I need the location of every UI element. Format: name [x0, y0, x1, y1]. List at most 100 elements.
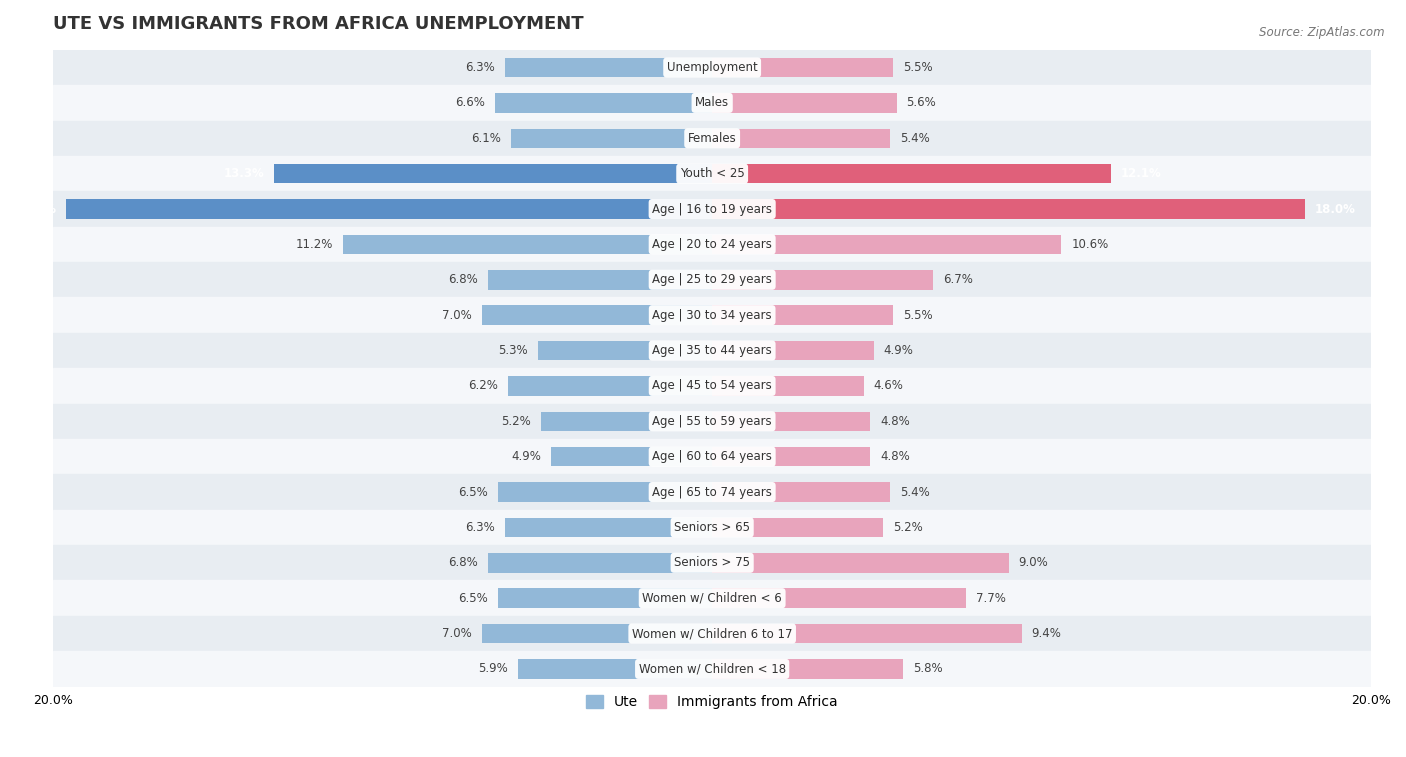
Text: 7.7%: 7.7% — [976, 592, 1005, 605]
Bar — [488, 270, 713, 289]
Bar — [713, 376, 863, 396]
Bar — [713, 341, 873, 360]
Bar — [482, 305, 713, 325]
Bar — [713, 447, 870, 466]
Bar — [498, 588, 713, 608]
Text: 5.9%: 5.9% — [478, 662, 508, 675]
Text: 5.2%: 5.2% — [893, 521, 924, 534]
Bar — [53, 156, 1371, 192]
Bar — [713, 482, 890, 502]
Text: 5.3%: 5.3% — [498, 344, 527, 357]
Text: Age | 30 to 34 years: Age | 30 to 34 years — [652, 309, 772, 322]
Text: Females: Females — [688, 132, 737, 145]
Text: 5.5%: 5.5% — [903, 309, 932, 322]
Bar — [713, 412, 870, 431]
Text: Age | 35 to 44 years: Age | 35 to 44 years — [652, 344, 772, 357]
Text: 4.9%: 4.9% — [510, 450, 541, 463]
Text: Age | 55 to 59 years: Age | 55 to 59 years — [652, 415, 772, 428]
Bar — [488, 553, 713, 572]
Text: 6.8%: 6.8% — [449, 556, 478, 569]
Text: 19.6%: 19.6% — [15, 203, 56, 216]
Bar — [53, 262, 1371, 298]
Bar — [53, 509, 1371, 545]
Text: 5.8%: 5.8% — [912, 662, 943, 675]
Text: 5.6%: 5.6% — [907, 96, 936, 110]
Text: 7.0%: 7.0% — [441, 309, 471, 322]
Bar — [713, 58, 893, 77]
Text: 5.4%: 5.4% — [900, 132, 929, 145]
Text: Youth < 25: Youth < 25 — [679, 167, 745, 180]
Bar — [53, 616, 1371, 651]
Bar — [512, 129, 713, 148]
Bar — [713, 553, 1008, 572]
Text: Age | 16 to 19 years: Age | 16 to 19 years — [652, 203, 772, 216]
Text: UTE VS IMMIGRANTS FROM AFRICA UNEMPLOYMENT: UTE VS IMMIGRANTS FROM AFRICA UNEMPLOYME… — [53, 15, 583, 33]
Text: 4.6%: 4.6% — [873, 379, 904, 392]
Text: 6.1%: 6.1% — [471, 132, 502, 145]
Text: 4.8%: 4.8% — [880, 415, 910, 428]
Text: Seniors > 65: Seniors > 65 — [673, 521, 751, 534]
Bar — [53, 120, 1371, 156]
Text: 5.4%: 5.4% — [900, 485, 929, 499]
Text: Source: ZipAtlas.com: Source: ZipAtlas.com — [1260, 26, 1385, 39]
Bar — [66, 199, 713, 219]
Bar — [713, 518, 883, 537]
Bar — [713, 588, 966, 608]
Bar — [495, 93, 713, 113]
Bar — [713, 305, 893, 325]
Bar — [53, 545, 1371, 581]
Text: 6.2%: 6.2% — [468, 379, 498, 392]
Bar — [713, 93, 897, 113]
Text: Women w/ Children < 18: Women w/ Children < 18 — [638, 662, 786, 675]
Bar — [53, 475, 1371, 509]
Bar — [482, 624, 713, 643]
Text: 6.7%: 6.7% — [943, 273, 973, 286]
Bar — [53, 403, 1371, 439]
Bar — [274, 164, 713, 183]
Bar — [713, 164, 1111, 183]
Text: 10.6%: 10.6% — [1071, 238, 1108, 251]
Text: 7.0%: 7.0% — [441, 627, 471, 640]
Bar — [713, 235, 1062, 254]
Text: 9.0%: 9.0% — [1018, 556, 1049, 569]
Bar — [505, 58, 713, 77]
Bar — [537, 341, 713, 360]
Text: 6.3%: 6.3% — [465, 61, 495, 74]
Bar — [53, 226, 1371, 262]
Bar — [505, 518, 713, 537]
Bar — [551, 447, 713, 466]
Bar — [343, 235, 713, 254]
Bar — [53, 50, 1371, 86]
Bar — [713, 624, 1022, 643]
Bar — [53, 651, 1371, 687]
Text: Women w/ Children 6 to 17: Women w/ Children 6 to 17 — [631, 627, 793, 640]
Bar — [53, 368, 1371, 403]
Text: 5.5%: 5.5% — [903, 61, 932, 74]
Text: Age | 45 to 54 years: Age | 45 to 54 years — [652, 379, 772, 392]
Bar — [713, 129, 890, 148]
Text: 6.8%: 6.8% — [449, 273, 478, 286]
Bar — [713, 270, 934, 289]
Text: 18.0%: 18.0% — [1315, 203, 1355, 216]
Text: Age | 60 to 64 years: Age | 60 to 64 years — [652, 450, 772, 463]
Bar — [541, 412, 713, 431]
Bar — [53, 192, 1371, 226]
Text: Seniors > 75: Seniors > 75 — [673, 556, 751, 569]
Text: 4.8%: 4.8% — [880, 450, 910, 463]
Text: 5.2%: 5.2% — [501, 415, 531, 428]
Text: 6.3%: 6.3% — [465, 521, 495, 534]
Bar — [508, 376, 713, 396]
Legend: Ute, Immigrants from Africa: Ute, Immigrants from Africa — [581, 690, 844, 715]
Text: 13.3%: 13.3% — [224, 167, 264, 180]
Text: 12.1%: 12.1% — [1121, 167, 1161, 180]
Bar — [53, 86, 1371, 120]
Text: 6.5%: 6.5% — [458, 592, 488, 605]
Bar — [517, 659, 713, 678]
Text: Unemployment: Unemployment — [666, 61, 758, 74]
Bar — [53, 581, 1371, 616]
Bar — [713, 199, 1305, 219]
Bar — [713, 659, 903, 678]
Text: 4.9%: 4.9% — [883, 344, 914, 357]
Text: 6.5%: 6.5% — [458, 485, 488, 499]
Text: 11.2%: 11.2% — [295, 238, 333, 251]
